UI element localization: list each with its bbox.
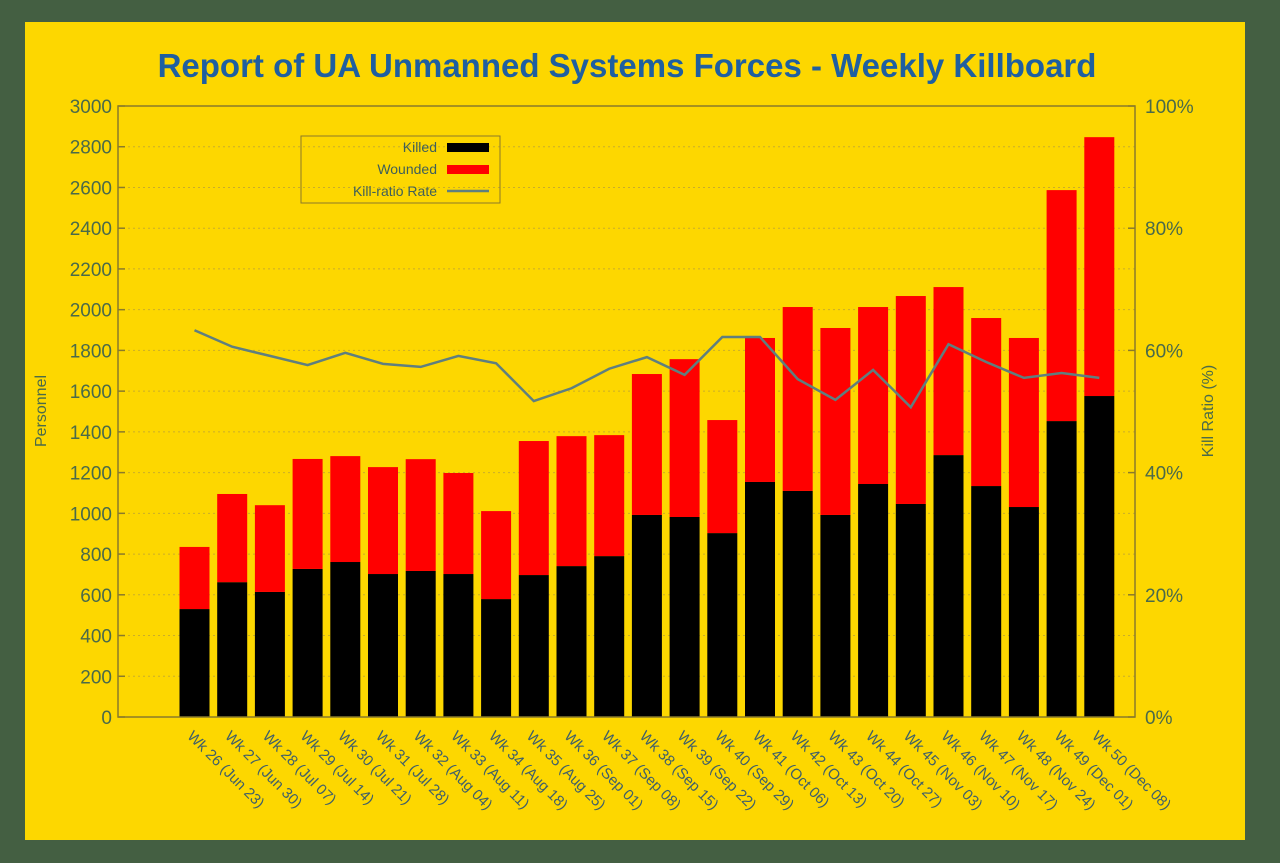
y-axis-label: Personnel	[33, 375, 50, 447]
bar-killed	[292, 568, 323, 717]
bar-wounded	[556, 436, 587, 567]
y-tick-label: 3000	[70, 97, 112, 118]
y2-tick-label: 100%	[1145, 97, 1194, 118]
bar-killed	[1046, 421, 1077, 717]
bar-killed	[481, 599, 512, 717]
kill-ratio-line	[193, 329, 1100, 410]
bar-wounded	[179, 546, 210, 610]
bar-killed	[405, 570, 436, 717]
legend-label-wounded: Wounded	[377, 161, 437, 177]
y-tick-label: 1200	[70, 464, 112, 485]
bar-killed	[895, 503, 926, 717]
bar-wounded	[1046, 190, 1077, 422]
bar-killed	[217, 582, 248, 717]
legend-box	[300, 135, 501, 204]
bar-killed	[745, 481, 775, 717]
bar-wounded	[895, 296, 926, 504]
bar-wounded	[368, 467, 398, 575]
x-axis: Wk 26 (Jun 23)Wk 27 (Jun 30)Wk 28 (Jul 0…	[184, 728, 1175, 814]
bar-wounded	[669, 359, 700, 517]
bar-killed	[631, 514, 662, 717]
bar-wounded	[782, 307, 813, 491]
y-tick-label: 2400	[70, 219, 112, 240]
legend: Killed Wounded Kill-ratio Rate	[300, 135, 501, 204]
bar-killed	[556, 566, 587, 717]
legend-swatch-killed	[447, 143, 489, 152]
bar-wounded	[631, 374, 662, 515]
plot-frame	[117, 105, 1136, 718]
y-tick-label: 800	[80, 545, 112, 566]
bar-wounded	[254, 505, 285, 592]
bar-killed	[518, 575, 549, 717]
y-tick-label: 200	[80, 667, 112, 688]
bar-wounded	[518, 441, 549, 576]
bar-killed	[254, 591, 285, 717]
bar-killed	[669, 516, 700, 717]
y2-axis-label: Kill Ratio (%)	[1200, 365, 1217, 457]
y-tick-label: 2600	[70, 178, 112, 199]
y-tick-label: 1000	[70, 504, 112, 525]
legend-label-killed: Killed	[403, 139, 437, 155]
bar-wounded	[707, 420, 738, 534]
bar-wounded	[217, 493, 248, 583]
bar-killed	[330, 562, 361, 717]
bars	[179, 137, 1115, 717]
bar-wounded	[443, 473, 474, 575]
y-tick-label: 2200	[70, 260, 112, 281]
y-tick-label: 2000	[70, 301, 112, 322]
y-tick-label: 400	[80, 627, 112, 648]
legend-swatch-wounded	[447, 165, 489, 174]
y2-tick-label: 0%	[1145, 708, 1173, 729]
bar-wounded	[330, 456, 361, 563]
legend-label-kill-ratio: Kill-ratio Rate	[353, 183, 437, 199]
y-axis-left: 0 200 400 600 800 1000 1200 1400 1600 1800 2000 220…	[70, 97, 125, 729]
bar-killed	[858, 484, 889, 717]
y-tick-label: 1800	[70, 341, 112, 362]
y2-tick-label: 40%	[1145, 464, 1183, 485]
bar-killed	[933, 455, 964, 717]
y-tick-label: 2800	[70, 138, 112, 159]
bar-wounded	[1008, 337, 1039, 508]
bar-wounded	[858, 307, 889, 485]
chart-title: Report of UA Unmanned Systems Forces - W…	[158, 47, 1097, 84]
y-tick-label: 1400	[70, 423, 112, 444]
bar-killed	[1008, 507, 1039, 717]
bar-wounded	[594, 435, 625, 557]
axes	[117, 105, 1136, 718]
bar-killed	[368, 574, 398, 717]
bar-killed	[971, 486, 1002, 717]
bar-wounded	[1084, 137, 1115, 397]
y-tick-label: 0	[101, 708, 112, 729]
bar-wounded	[292, 458, 323, 569]
bar-wounded	[481, 511, 512, 600]
bar-wounded	[820, 327, 851, 515]
bar-wounded	[405, 459, 436, 571]
bar-killed	[594, 556, 625, 717]
y-tick-label: 1600	[70, 382, 112, 403]
bar-wounded	[745, 337, 775, 482]
bar-killed	[820, 514, 851, 717]
bar-killed	[179, 609, 210, 717]
bar-wounded	[933, 287, 964, 456]
bar-killed	[707, 533, 738, 717]
y2-tick-label: 60%	[1145, 341, 1183, 362]
bar-wounded	[971, 318, 1002, 487]
bar-killed	[443, 574, 474, 717]
y-tick-label: 600	[80, 586, 112, 607]
bar-killed	[782, 490, 813, 717]
y-axis-right: 0% 20% 40% 60% 80% 100%	[1128, 97, 1194, 729]
y2-tick-label: 80%	[1145, 219, 1183, 240]
y2-tick-label: 20%	[1145, 586, 1183, 607]
bar-killed	[1084, 396, 1115, 717]
